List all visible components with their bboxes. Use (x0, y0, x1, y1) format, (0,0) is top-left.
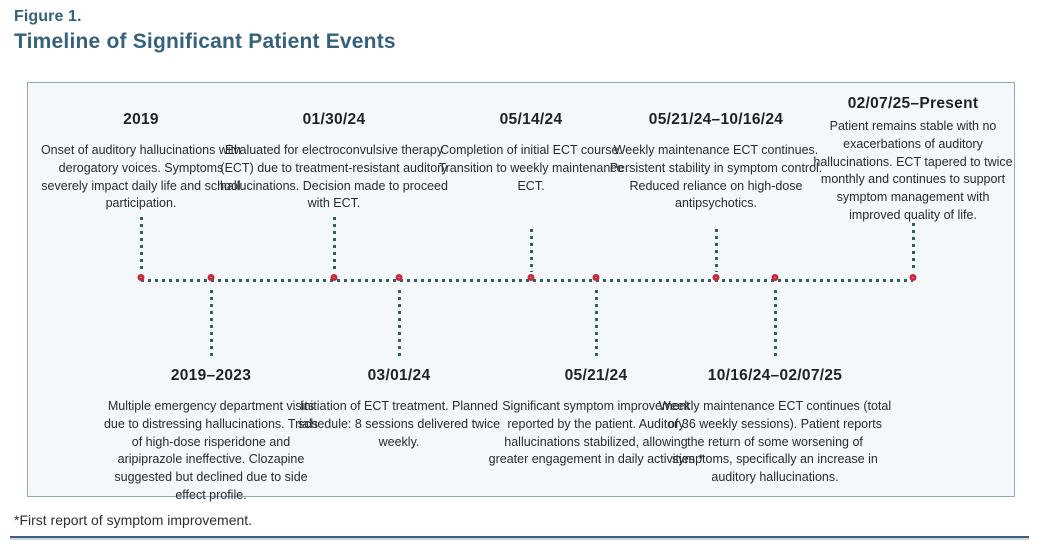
timeline-event-bottom-4: 10/16/24–02/07/25 Weekly maintenance ECT… (658, 367, 892, 487)
event-description: Initiation of ECT treatment. Planned sch… (297, 399, 501, 449)
event-description: Significant symptom improvement reported… (488, 399, 704, 467)
figure-label: Figure 1. (14, 8, 82, 25)
figure-footnote: *First report of symptom improvement. (14, 512, 253, 528)
timeline-marker (395, 274, 403, 281)
timeline-event-top-1: 2019 Onset of auditory hallucinations wi… (38, 111, 244, 213)
timeline-marker (137, 274, 145, 281)
timeline-marker (592, 274, 600, 281)
bottom-divider (10, 536, 1029, 538)
timeline-marker (909, 274, 917, 281)
event-description: Completion of initial ECT course. Transi… (438, 143, 624, 193)
event-date: 05/21/24–10/16/24 (648, 111, 784, 128)
timeline-event-top-2: 01/30/24 Evaluated for electroconvulsive… (220, 111, 448, 213)
event-date: 2019 (123, 111, 159, 128)
figure-title: Timeline of Significant Patient Events (14, 30, 396, 53)
connector-line (714, 229, 718, 272)
event-date: 01/30/24 (302, 111, 366, 128)
timeline-event-bottom-3: 05/21/24 Significant symptom improvement… (483, 367, 709, 469)
timeline-marker (771, 274, 779, 281)
timeline-panel: 2019 Onset of auditory hallucinations wi… (27, 82, 1015, 502)
timeline-event-bottom-1: 2019–2023 Multiple emergency department … (100, 367, 322, 505)
timeline-axis-dotted-line (141, 279, 913, 282)
connector-line (594, 290, 598, 360)
timeline-event-top-3: 05/14/24 Completion of initial ECT cours… (436, 111, 626, 195)
event-description: Evaluated for electroconvulsive therapy … (220, 143, 448, 211)
event-description: Onset of auditory hallucinations with de… (40, 143, 242, 211)
event-description: Weekly maintenance ECT continues. Persis… (609, 143, 823, 211)
event-description: Weekly maintenance ECT continues (total … (658, 399, 892, 484)
connector-line (332, 217, 336, 272)
connector-line (139, 217, 143, 272)
connector-line (773, 290, 777, 360)
event-date: 05/21/24 (564, 367, 628, 384)
timeline-event-top-5: 02/07/25–Present Patient remains stable … (811, 95, 1015, 225)
timeline-event-top-4: 05/21/24–10/16/24 Weekly maintenance ECT… (608, 111, 824, 213)
timeline-event-bottom-2: 03/01/24 Initiation of ECT treatment. Pl… (290, 367, 508, 451)
event-date: 2019–2023 (170, 367, 252, 384)
event-date: 05/14/24 (499, 111, 563, 128)
connector-line (397, 290, 401, 360)
connector-line (209, 290, 213, 360)
event-description: Patient remains stable with no exacerbat… (813, 119, 1013, 222)
timeline-marker (527, 274, 535, 281)
connector-line (529, 229, 533, 272)
connector-line (911, 223, 915, 272)
event-date: 02/07/25–Present (847, 95, 979, 112)
event-description: Multiple emergency department visits due… (103, 399, 318, 502)
event-date: 03/01/24 (367, 367, 431, 384)
event-date: 10/16/24–02/07/25 (707, 367, 843, 384)
timeline-marker (207, 274, 215, 281)
timeline-marker (330, 274, 338, 281)
timeline-marker (712, 274, 720, 281)
